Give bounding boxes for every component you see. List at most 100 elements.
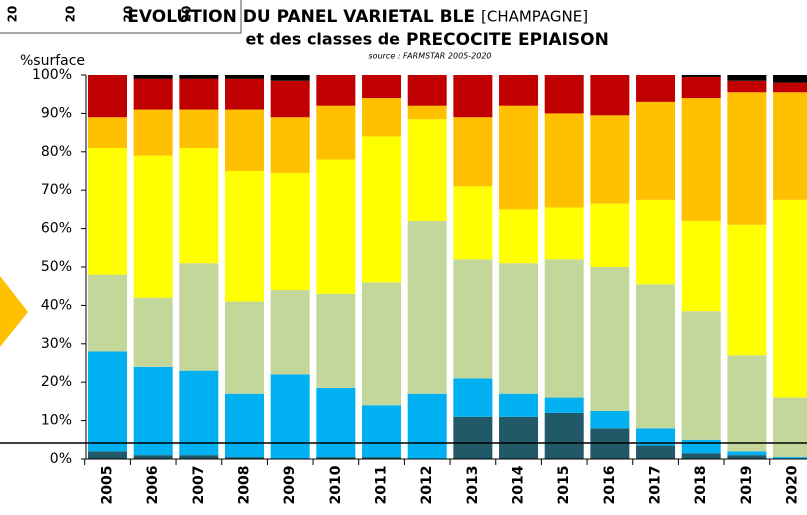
bar-segment <box>270 117 310 173</box>
x-tick-label: 2006 <box>145 466 161 505</box>
bar-segment <box>681 453 721 459</box>
bar-segment <box>773 75 807 83</box>
bar-segment <box>636 199 676 285</box>
bar-segment <box>88 147 127 275</box>
bar-segment <box>270 374 310 459</box>
x-tick-label: 2008 <box>237 466 253 505</box>
subtitle: et des classes de <box>245 30 400 49</box>
x-tick-label: 2011 <box>374 466 390 505</box>
bar-segment <box>727 451 767 456</box>
x-tick-label: 2020 <box>785 465 801 504</box>
bar-segment <box>453 117 493 187</box>
x-tick-label: 2012 <box>419 466 435 505</box>
bar-segment <box>544 113 584 208</box>
bar-segment <box>133 109 173 156</box>
bar-segment <box>453 416 493 459</box>
bar-segment <box>362 457 402 459</box>
bar-segment <box>225 301 265 394</box>
bar-segment <box>362 405 402 458</box>
bar-segment <box>270 80 310 118</box>
bar-segment <box>225 109 265 171</box>
x-tick-label: 2017 <box>648 466 664 505</box>
bar-segment <box>544 259 584 398</box>
bar-segment <box>727 80 767 93</box>
bar-segment <box>590 115 630 204</box>
bar-segment <box>179 109 219 148</box>
bar-segment <box>88 274 127 352</box>
cropped-box <box>0 0 242 34</box>
y-tick-label: 80% <box>41 144 72 160</box>
bar-segment <box>133 366 173 456</box>
bar-segment <box>88 75 127 118</box>
bar-segment <box>499 75 539 106</box>
bar-segment <box>407 220 447 394</box>
x-tick-label: 2014 <box>511 465 527 504</box>
bar-segment <box>225 457 265 459</box>
bar-segment <box>636 284 676 429</box>
bar-segment <box>499 263 539 394</box>
x-tick-label: 2016 <box>602 466 618 505</box>
cropped-label: 20 <box>6 6 20 23</box>
x-tick-label: 2005 <box>100 466 116 505</box>
y-tick-label: 60% <box>41 221 72 237</box>
bar-segment <box>499 209 539 264</box>
bar-segment <box>636 101 676 200</box>
y-tick-label: 30% <box>41 336 72 352</box>
bar-segment <box>88 451 127 459</box>
bar-segment <box>544 412 584 459</box>
bar-segment <box>773 397 807 458</box>
bar-segment <box>316 105 356 160</box>
y-tick-label: 100% <box>32 67 72 83</box>
bar-segment <box>316 457 356 459</box>
bar-segment <box>316 387 356 458</box>
x-tick-label: 2010 <box>328 465 344 504</box>
bar-segment <box>499 105 539 210</box>
bar-segment <box>133 155 173 298</box>
bar-segment <box>773 82 807 93</box>
bar-segment <box>773 457 807 459</box>
bar-segment <box>407 75 447 106</box>
bar-segment <box>453 259 493 379</box>
source: source : FARMSTAR 2005-2020 <box>369 52 492 61</box>
bar-segment <box>179 75 219 79</box>
bar-segment <box>179 370 219 456</box>
bar-segment <box>727 455 767 459</box>
bar-segment <box>133 78 173 110</box>
bar-segment <box>544 75 584 114</box>
bar-segment <box>225 171 265 302</box>
bar-segment <box>636 428 676 446</box>
bar-segment <box>499 393 539 417</box>
y-tick-label: 0% <box>50 451 72 467</box>
subtitle-bold: PRECOCITE EPIAISON <box>406 30 609 50</box>
x-tick-label: 2019 <box>739 466 755 505</box>
x-tick-label: 2009 <box>282 466 298 505</box>
bar-segment <box>316 159 356 294</box>
bar-segment <box>225 393 265 458</box>
bar-segment <box>499 416 539 459</box>
cropped-label: 20 <box>64 6 78 23</box>
bar-segment <box>681 439 721 454</box>
y-tick-label: 20% <box>41 374 72 390</box>
y-tick-label: 70% <box>41 182 72 198</box>
bar-segment <box>407 119 447 221</box>
y-tick-label: 10% <box>41 413 72 429</box>
bar-segment <box>407 393 447 459</box>
bar-segment <box>179 263 219 371</box>
chart-title: EVOLUTION DU PANEL VARIETAL BLE <box>127 7 475 27</box>
bar-segment <box>179 455 219 459</box>
bar-segment <box>88 351 127 452</box>
bar-segment <box>88 117 127 148</box>
bar-segment <box>362 136 402 283</box>
bar-segment <box>225 75 265 79</box>
bar-segment <box>681 98 721 221</box>
cropped-label: 20 <box>122 6 136 23</box>
bar-segment <box>727 75 767 81</box>
bar-segment <box>590 411 630 429</box>
bar-segment <box>727 355 767 452</box>
bar-segment <box>179 78 219 110</box>
bar-segment <box>133 297 173 367</box>
bar-segment <box>362 75 402 99</box>
bar-segment <box>453 378 493 417</box>
